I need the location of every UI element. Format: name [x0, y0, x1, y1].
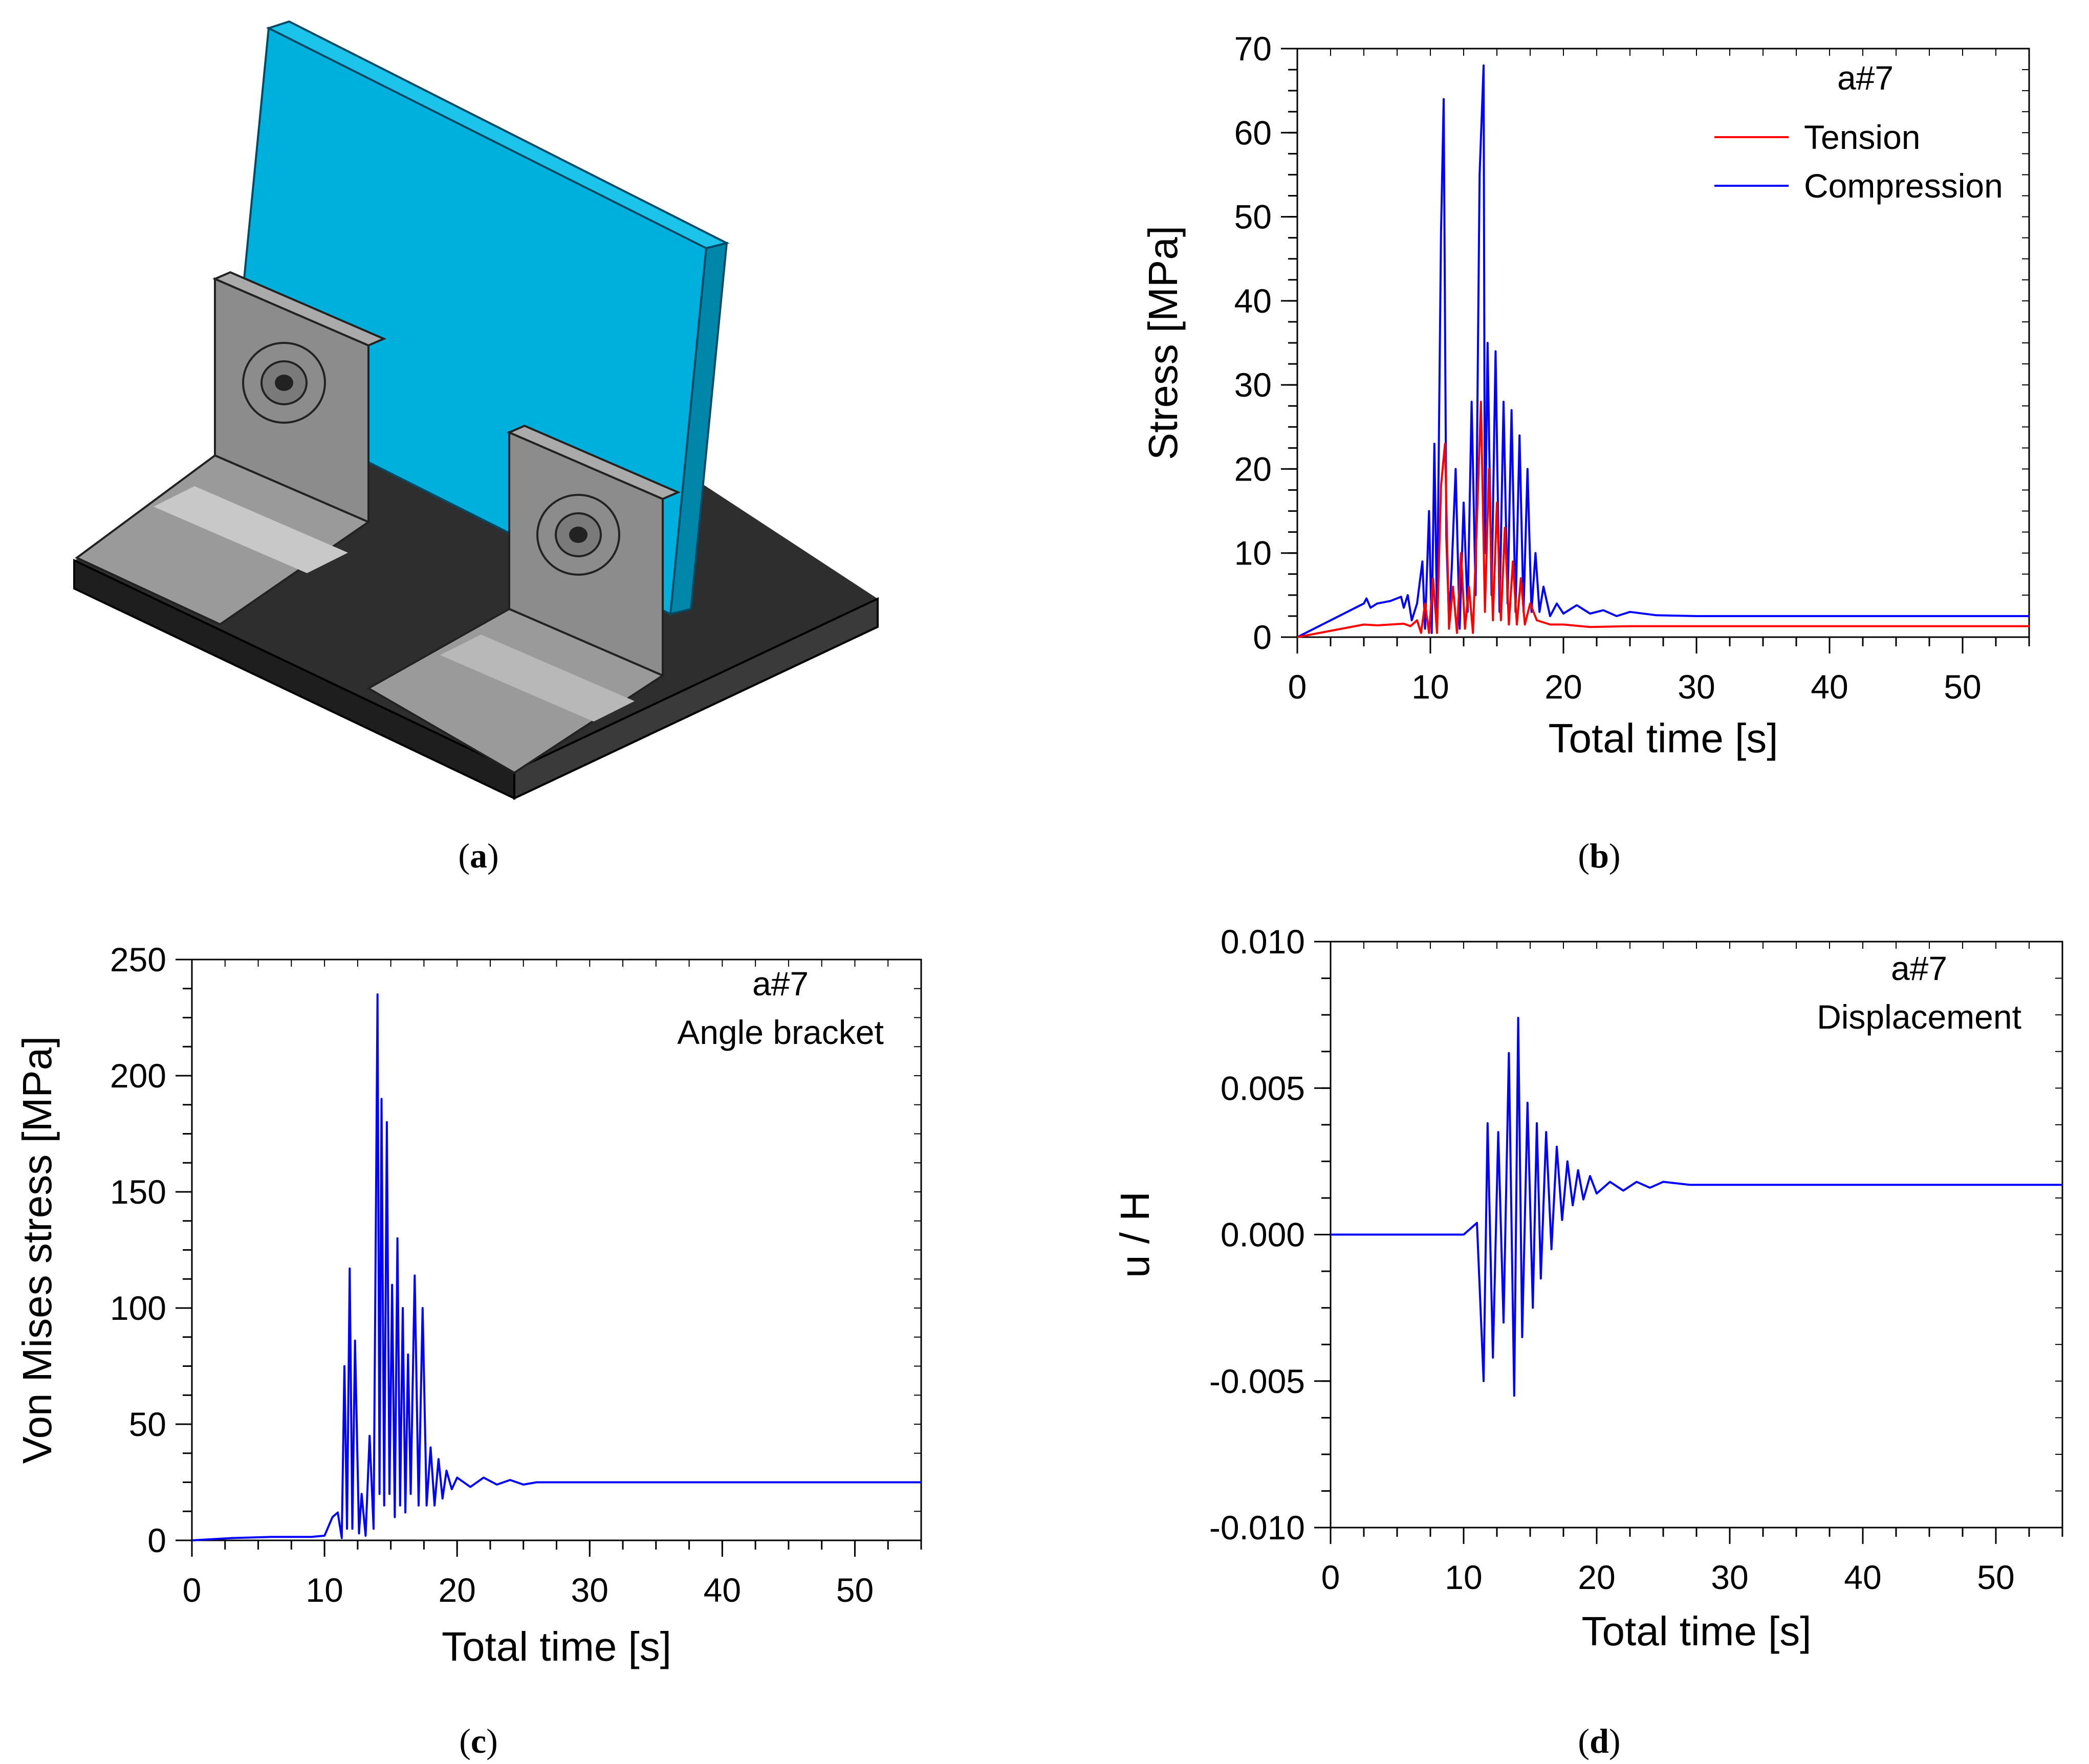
x-tick-label: 40 [1844, 1558, 1881, 1596]
caption-c-letter: c [471, 1722, 486, 1760]
base-plate-right-side [513, 597, 879, 800]
x-tick-label: 40 [704, 1571, 741, 1609]
chart-b-stress: 0 10 20 30 40 50 0 10 20 30 40 50 60 70 Total time [s]… [1140, 30, 2030, 761]
series-line-displacement [1331, 1016, 2062, 1397]
chart-subtitle: Displacement [1817, 998, 2021, 1036]
x-tick-label: 30 [1678, 668, 1715, 706]
x-tick-label: 50 [836, 1571, 874, 1609]
caption-d-letter: d [1590, 1722, 1609, 1760]
series-line-tension [1297, 401, 2029, 638]
x-axis-title: Total time [s] [442, 1624, 671, 1669]
x-tick-label: 30 [1711, 1558, 1748, 1596]
y-tick-label: 70 [1234, 30, 1272, 68]
series-line-angle-bracket [192, 993, 921, 1541]
y-tick-label: -0.005 [1209, 1362, 1305, 1400]
legend-label-compression: Compression [1804, 167, 2003, 205]
x-tick-label: 50 [1944, 668, 1981, 706]
chart-title: a#7 [1837, 59, 1894, 97]
left-bracket-foot [75, 454, 371, 626]
y-tick-label: 0.010 [1221, 923, 1305, 961]
y-axis-title: u / H [1112, 1191, 1158, 1278]
right-angle-bracket-illustration [366, 424, 681, 774]
y-axis-title: Stress [MPa] [1140, 226, 1186, 460]
y-tick-label: 0.000 [1221, 1216, 1305, 1254]
x-tick-label: 30 [571, 1571, 608, 1609]
series-line-compression [1297, 64, 2029, 638]
x-tick-label: 10 [1411, 668, 1449, 706]
legend-label-tension: Tension [1804, 118, 1921, 156]
blue-plate-side [669, 242, 728, 616]
y-tick-label: 50 [129, 1405, 166, 1443]
x-tick-label: 20 [1578, 1558, 1615, 1596]
x-tick-label: 0 [1321, 1558, 1340, 1596]
y-tick-label: 0 [1253, 618, 1272, 656]
caption-a: (a) [458, 836, 498, 875]
y-tick-label: 60 [1234, 114, 1272, 151]
x-tick-label: 0 [183, 1571, 202, 1609]
y-tick-label: 40 [1234, 282, 1272, 320]
y-tick-label: 10 [1234, 534, 1272, 572]
x-axis-title: Total time [s] [1581, 1608, 1811, 1654]
caption-b-letter: b [1590, 836, 1609, 875]
right-bracket-bolt-hole [569, 527, 587, 543]
y-tick-label: 100 [110, 1289, 166, 1327]
x-tick-label: 50 [1977, 1558, 2014, 1596]
y-tick-label: 20 [1234, 450, 1272, 488]
x-tick-label: 10 [306, 1571, 343, 1609]
caption-d: (d) [1578, 1722, 1620, 1760]
chart-subtitle: Angle bracket [677, 1013, 884, 1051]
base-plate-top [74, 361, 878, 770]
left-bracket-foot-highlight [154, 486, 348, 573]
caption-b: (b) [1578, 836, 1620, 875]
right-bracket-foot [366, 607, 665, 774]
x-tick-label: 40 [1811, 668, 1848, 706]
chart-d-displacement: 0 10 20 30 40 50 -0.010 -0.005 0.000 0.005 0.010 To… [1112, 923, 2063, 1654]
panel-a-model [73, 20, 879, 800]
x-axis-title: Total time [s] [1548, 715, 1778, 761]
y-tick-label: 0 [147, 1521, 166, 1559]
right-bracket-foot-highlight [440, 635, 635, 722]
y-tick-label: 50 [1234, 198, 1272, 236]
chart-c-von-mises: 0 10 20 30 40 50 0 50 100 150 200 250 Total time [s]… [14, 941, 922, 1669]
y-tick-label: 150 [110, 1173, 166, 1211]
y-axis-title: Von Mises stress [MPa] [14, 1036, 60, 1464]
x-tick-label: 10 [1445, 1558, 1482, 1596]
left-bracket-upright-edge [212, 271, 387, 347]
right-bracket-upright-edge [506, 424, 681, 500]
y-tick-label: 0.005 [1221, 1069, 1305, 1107]
x-tick-label: 0 [1288, 668, 1307, 706]
left-bracket-bolt-hole [275, 375, 293, 391]
x-tick-label: 20 [438, 1571, 475, 1609]
y-tick-label: 200 [110, 1057, 166, 1095]
caption-a-letter: a [470, 836, 487, 875]
chart-title: a#7 [752, 965, 809, 1003]
y-tick-label: 30 [1234, 366, 1272, 404]
y-tick-label: -0.010 [1209, 1509, 1305, 1547]
base-plate-illustration [73, 361, 879, 800]
y-tick-label: 250 [110, 941, 166, 978]
caption-c: (c) [459, 1722, 498, 1760]
chart-title: a#7 [1891, 949, 1947, 987]
left-angle-bracket-illustration [75, 271, 387, 626]
x-tick-label: 20 [1544, 668, 1582, 706]
